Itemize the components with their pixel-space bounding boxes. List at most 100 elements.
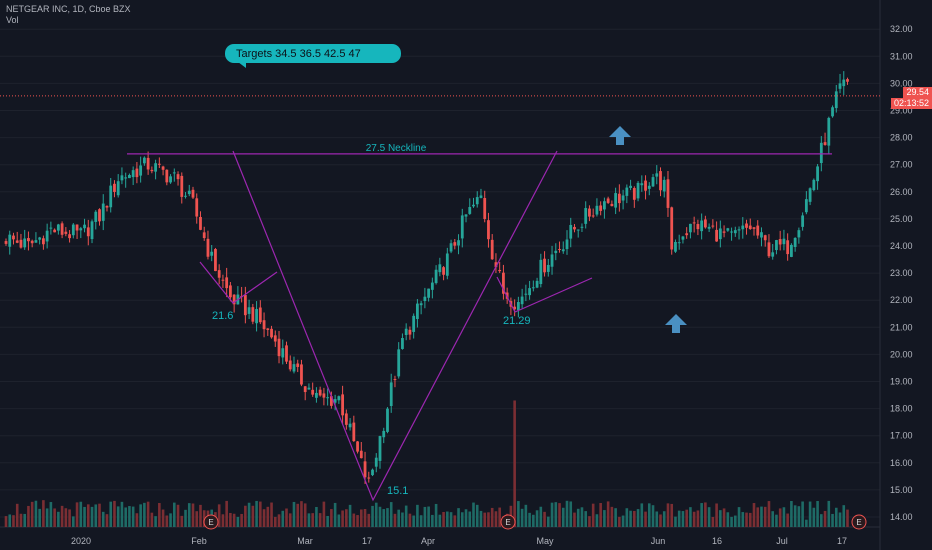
volume-bar xyxy=(550,502,554,527)
volume-bar xyxy=(801,501,804,527)
candle-body xyxy=(382,430,386,438)
volume-bar xyxy=(389,502,393,527)
candle-body xyxy=(733,230,737,234)
candle-body xyxy=(277,338,281,357)
volume-bar xyxy=(34,500,38,527)
volume-bar xyxy=(468,511,472,527)
candle-body xyxy=(27,238,30,242)
candle-body xyxy=(116,181,120,196)
volume-bar xyxy=(633,510,636,527)
volume-bar xyxy=(19,513,23,527)
candle-body xyxy=(68,234,71,239)
candle-body xyxy=(79,228,83,231)
volume-bar xyxy=(128,506,131,527)
candle-body xyxy=(98,209,101,222)
volume-bar xyxy=(169,513,172,527)
candle-body xyxy=(468,207,472,214)
candle-body xyxy=(262,320,266,330)
candle-body xyxy=(438,264,442,273)
candle-body xyxy=(610,203,614,207)
candle-body xyxy=(401,338,404,349)
y-tick-label: 30.00 xyxy=(890,78,913,88)
volume-bar xyxy=(217,504,221,527)
volume-bar xyxy=(513,400,516,527)
volume-bar xyxy=(285,508,288,527)
candle-body xyxy=(546,264,550,272)
candle-body xyxy=(105,205,109,208)
candle-body xyxy=(520,296,524,305)
candle-body xyxy=(584,208,588,224)
candle-body xyxy=(685,233,689,236)
earnings-label: E xyxy=(505,518,510,527)
volume-bar xyxy=(416,504,419,527)
candle-body xyxy=(775,240,778,251)
candle-body xyxy=(797,230,801,238)
volume-bar xyxy=(816,501,819,527)
volume-bar xyxy=(793,505,797,527)
volume-bar xyxy=(199,504,202,527)
volume-bar xyxy=(15,503,19,527)
arrow-up-icon xyxy=(665,314,687,333)
volume-bar xyxy=(808,501,812,527)
candle-body xyxy=(588,208,591,217)
y-tick-label: 31.00 xyxy=(890,51,913,61)
candle-body xyxy=(539,259,543,285)
candle-body xyxy=(640,183,644,186)
volume-bar xyxy=(677,510,681,527)
volume-bar xyxy=(318,513,322,527)
volume-bar xyxy=(221,514,225,527)
volume-bar xyxy=(27,505,30,527)
y-tick-label: 25.00 xyxy=(890,214,913,224)
candle-body xyxy=(229,285,232,298)
candle-body xyxy=(142,157,146,164)
volume-bar xyxy=(464,509,468,527)
volume-bar xyxy=(330,509,333,527)
x-tick-label: Jun xyxy=(651,536,666,546)
volume-bar xyxy=(158,503,161,527)
volume-bar xyxy=(834,507,838,527)
candle-body xyxy=(42,238,45,245)
y-tick-label: 29.00 xyxy=(890,106,913,116)
candle-body xyxy=(64,231,68,234)
candle-body xyxy=(752,227,756,229)
y-tick-label: 19.00 xyxy=(890,377,913,387)
candle-body xyxy=(30,240,34,244)
volume-bar xyxy=(734,515,737,527)
earnings-event-icon: E xyxy=(500,514,516,530)
targets-bubble xyxy=(225,44,401,63)
candle-body xyxy=(374,457,378,467)
volume-bar xyxy=(561,507,565,527)
volume-bar xyxy=(588,516,591,527)
volume-bar xyxy=(730,516,733,527)
candle-body xyxy=(617,193,621,204)
volume-bar xyxy=(240,513,243,527)
candle-body xyxy=(150,169,154,172)
earnings-event-icon: E xyxy=(851,514,867,530)
volume-bar xyxy=(442,511,445,527)
volume-bar xyxy=(805,519,808,527)
candle-body xyxy=(34,240,38,243)
volume-bar xyxy=(135,513,139,527)
volume-bars xyxy=(4,400,849,527)
volume-label: Vol xyxy=(6,15,19,25)
candle-body xyxy=(90,221,94,240)
candle-body xyxy=(498,269,502,272)
candle-body xyxy=(56,224,60,231)
volume-bar xyxy=(595,514,599,527)
candle-body xyxy=(674,241,677,252)
candle-body xyxy=(741,225,745,230)
candle-body xyxy=(726,228,730,231)
candle-body xyxy=(187,190,191,195)
volume-bar xyxy=(543,511,546,527)
candle-body xyxy=(416,303,419,319)
volume-bar xyxy=(711,516,715,527)
candle-body xyxy=(778,239,782,245)
candle-body xyxy=(169,176,172,183)
candle-body xyxy=(71,224,75,236)
volume-bar xyxy=(176,504,180,527)
candle-body xyxy=(184,195,187,197)
volume-bar xyxy=(427,506,430,527)
candle-body xyxy=(393,379,397,381)
